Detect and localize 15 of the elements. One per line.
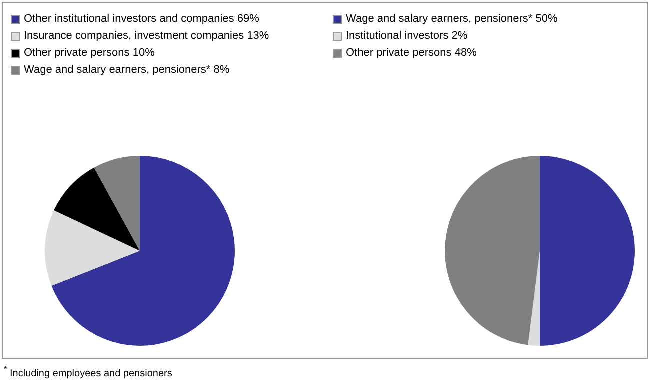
legend-label: Institutional investors 2% (346, 29, 468, 44)
pie-slice (540, 156, 635, 346)
legend-label: Other private persons 48% (346, 46, 477, 61)
pie-slice (445, 156, 540, 346)
pie-slice (45, 210, 140, 286)
legend-label: Wage and salary earners, pensioners* 50% (346, 12, 558, 27)
pie-slice (528, 251, 540, 346)
pie-slice (52, 156, 235, 346)
legend-label: Insurance companies, investment companies 13% (24, 29, 270, 44)
legend-label: Wage and salary earners, pensioners* 8% (24, 63, 230, 78)
pie-slice (94, 156, 140, 251)
legend-label: Other private persons 10% (24, 46, 155, 61)
pie-slice (54, 168, 140, 251)
text: $^{*}$ Including employees and pensioners (4, 364, 172, 380)
legend-label: Other institutional investors and companies 69% (24, 12, 260, 27)
